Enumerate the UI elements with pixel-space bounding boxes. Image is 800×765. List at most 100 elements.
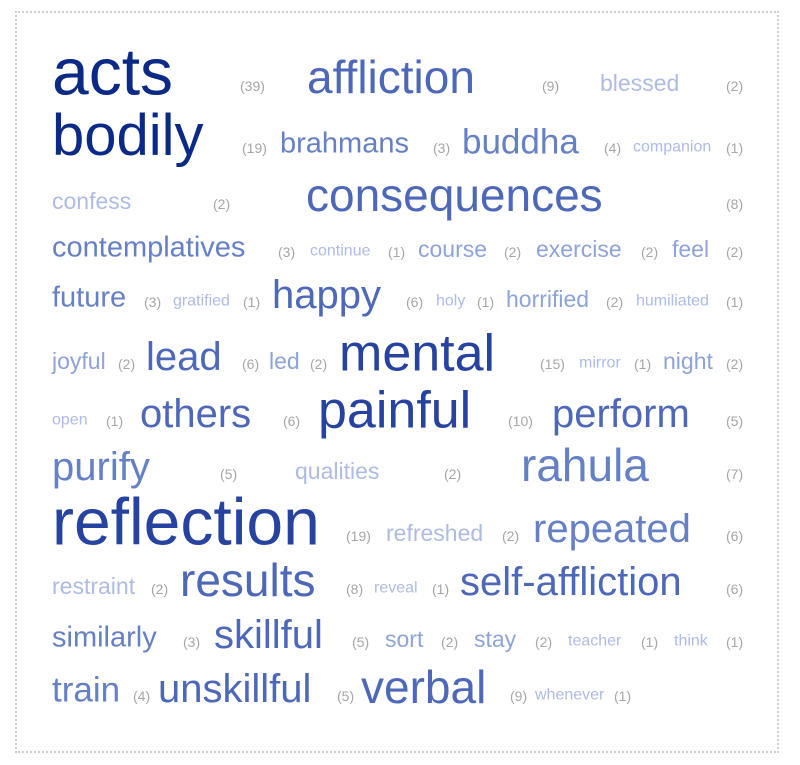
word-led[interactable]: led [269,348,300,375]
count-verbal: (9) [510,687,528,704]
count-affliction: (9) [542,77,560,94]
word-mirror[interactable]: mirror [579,354,621,372]
count-joyful: (2) [118,355,136,372]
count-companion: (1) [726,139,744,156]
word-feel[interactable]: feel [672,236,710,263]
count-refreshed: (2) [502,527,520,544]
word-buddha[interactable]: buddha [462,122,579,162]
word-results[interactable]: results [180,554,316,607]
count-bodily: (19) [242,139,267,156]
word-similarly[interactable]: similarly [52,621,157,654]
word-others[interactable]: others [140,391,252,436]
count-buddha: (4) [604,139,622,156]
word-lead[interactable]: lead [146,334,222,379]
word-horrified[interactable]: horrified [506,286,590,313]
word-acts[interactable]: acts [52,34,174,109]
count-gratified: (1) [243,293,261,310]
word-rahula[interactable]: rahula [521,439,649,492]
count-night: (2) [726,355,744,372]
word-contemplatives[interactable]: contemplatives [52,231,246,264]
count-reveal: (1) [432,580,450,597]
word-exercise[interactable]: exercise [536,236,622,263]
word-joyful[interactable]: joyful [52,348,106,375]
count-repeated: (6) [726,527,744,544]
count-rahula: (7) [726,465,744,482]
count-holy: (1) [477,293,495,310]
count-results: (8) [346,580,364,597]
word-night[interactable]: night [663,348,713,375]
count-painful: (10) [508,412,533,429]
word-train[interactable]: train [52,670,121,710]
word-qualities[interactable]: qualities [295,458,380,485]
word-stay[interactable]: stay [474,626,517,653]
word-brahmans[interactable]: brahmans [280,127,409,160]
count-unskillful: (5) [337,687,355,704]
word-reflection[interactable]: reflection [52,484,320,559]
word-open[interactable]: open [52,411,88,429]
count-others: (6) [283,412,301,429]
count-course: (2) [504,243,522,260]
word-self-affliction[interactable]: self-affliction [460,559,682,604]
count-self-affliction: (6) [726,580,744,597]
count-led: (2) [310,355,328,372]
count-continue: (1) [388,243,406,260]
count-future: (3) [144,293,162,310]
count-lead: (6) [242,355,260,372]
word-think[interactable]: think [674,632,708,650]
word-perform[interactable]: perform [552,391,690,436]
word-purify[interactable]: purify [52,444,150,489]
count-mental: (15) [540,355,565,372]
word-consequences[interactable]: consequences [306,169,603,222]
count-qualities: (2) [444,465,462,482]
count-think: (1) [726,633,744,650]
word-holy[interactable]: holy [436,292,466,310]
word-cloud-frame [15,11,779,753]
count-consequences: (8) [726,195,744,212]
word-skillful[interactable]: skillful [214,612,323,657]
count-teacher: (1) [641,633,659,650]
word-bodily[interactable]: bodily [52,102,204,168]
word-painful[interactable]: painful [318,381,472,440]
count-similarly: (3) [183,633,201,650]
count-horrified: (2) [606,293,624,310]
word-reveal[interactable]: reveal [374,579,418,597]
word-humiliated[interactable]: humiliated [636,292,709,310]
word-whenever[interactable]: whenever [535,686,605,704]
count-humiliated: (1) [726,293,744,310]
word-sort[interactable]: sort [385,626,424,653]
count-brahmans: (3) [433,139,451,156]
count-stay: (2) [535,633,553,650]
word-companion[interactable]: companion [633,138,712,156]
count-confess: (2) [213,195,231,212]
word-verbal[interactable]: verbal [361,661,487,714]
count-acts: (39) [240,77,265,94]
word-gratified[interactable]: gratified [173,292,230,310]
count-skillful: (5) [352,633,370,650]
word-restraint[interactable]: restraint [52,573,136,600]
count-blessed: (2) [726,77,744,94]
word-happy[interactable]: happy [272,272,381,317]
count-restraint: (2) [151,580,169,597]
word-confess[interactable]: confess [52,188,132,215]
word-repeated[interactable]: repeated [533,506,691,551]
count-contemplatives: (3) [278,243,296,260]
word-teacher[interactable]: teacher [568,632,622,650]
count-exercise: (2) [641,243,659,260]
count-mirror: (1) [634,355,652,372]
count-open: (1) [106,412,124,429]
word-blessed[interactable]: blessed [600,70,680,97]
count-perform: (5) [726,412,744,429]
word-unskillful[interactable]: unskillful [158,666,312,711]
word-future[interactable]: future [52,281,127,314]
count-purify: (5) [220,465,238,482]
word-continue[interactable]: continue [310,242,371,260]
count-train: (4) [133,687,151,704]
count-whenever: (1) [614,687,632,704]
word-mental[interactable]: mental [339,324,496,383]
count-happy: (6) [406,293,424,310]
word-course[interactable]: course [418,236,488,263]
word-refreshed[interactable]: refreshed [386,520,484,547]
count-feel: (2) [726,243,744,260]
word-affliction[interactable]: affliction [307,51,475,104]
count-reflection: (19) [346,527,371,544]
